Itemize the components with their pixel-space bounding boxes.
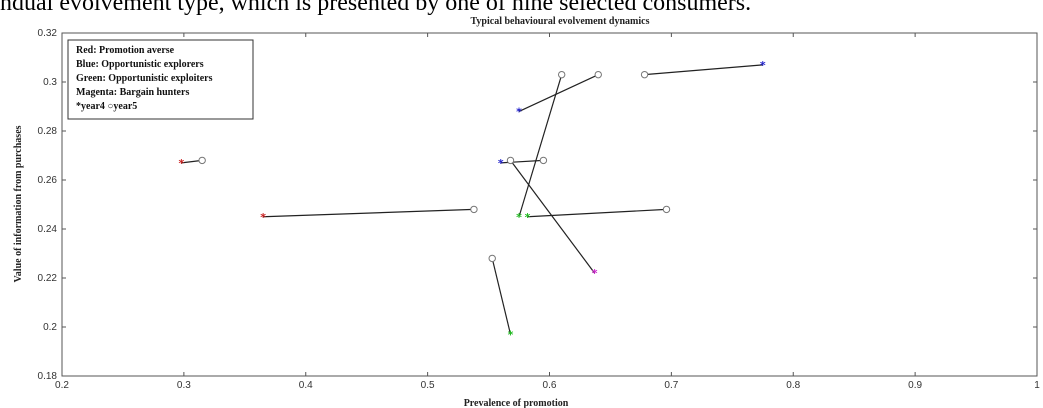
- blue-year4-point: *: [498, 157, 504, 170]
- green-trajectory-line: [491, 258, 512, 335]
- magenta-trajectory-line: [510, 160, 596, 274]
- blue-trajectory-line: [518, 74, 599, 112]
- legend-line: *year4 ○year5: [76, 101, 137, 112]
- red-trajectory-line: [263, 208, 474, 218]
- green-year5-point: [557, 70, 566, 79]
- y-tick-label: 0.24: [38, 224, 58, 235]
- axis-ticks: 0.2 0.3 0.4 0.5 0.6 0.7 0.8 0.9 10.180.20.220.24…: [38, 28, 1041, 391]
- magenta-year5-point: [506, 156, 515, 165]
- green-trajectory-line: [518, 74, 563, 217]
- x-tick-label: 0.3: [177, 380, 191, 391]
- x-tick-label: 0.7: [664, 380, 678, 391]
- red-year5-point: [470, 205, 478, 214]
- x-tick-label: 0.2: [55, 380, 69, 391]
- x-tick-label: 0.9: [908, 380, 922, 391]
- x-tick-label: 1: [1034, 380, 1040, 391]
- legend-line: Blue: Opportunistic explorers: [76, 59, 204, 70]
- chart-title: Typical behavioural evolvement dynamics: [471, 16, 650, 27]
- blue-year4-point: *: [516, 105, 522, 118]
- x-tick-label: 0.5: [421, 380, 435, 391]
- legend-line: Green: Opportunistic exploiters: [76, 73, 213, 84]
- y-tick-label: 0.26: [38, 175, 58, 186]
- x-axis-label: Prevalence of promotion: [464, 398, 569, 408]
- magenta-year4-point: *: [592, 267, 598, 280]
- y-tick-label: 0.32: [38, 28, 58, 39]
- y-tick-label: 0.3: [43, 77, 57, 88]
- legend-line: Magenta: Bargain hunters: [76, 87, 189, 98]
- green-year4-point: *: [525, 211, 531, 224]
- y-axis-label: Value of information from purchases: [13, 125, 24, 282]
- y-tick-label: 0.28: [38, 126, 58, 137]
- blue-year5-point: [640, 70, 649, 79]
- y-tick-label: 0.18: [38, 371, 58, 382]
- y-tick-label: 0.2: [43, 322, 57, 333]
- red-year4-point: *: [260, 211, 266, 224]
- legend-line: Red: Promotion averse: [76, 45, 175, 56]
- green-year5-point: [488, 254, 496, 263]
- y-tick-label: 0.22: [38, 273, 58, 284]
- blue-year5-point: [594, 70, 602, 79]
- green-year4-point: *: [516, 211, 522, 224]
- red-year4-point: *: [179, 157, 185, 170]
- blue-year5-point: [539, 156, 548, 165]
- green-year4-point: *: [508, 328, 514, 341]
- legend: Red: Promotion averse Blue: Opportunisti…: [67, 39, 254, 120]
- figure-caption-fragment: ndual evolvement type, which is presente…: [0, 0, 752, 15]
- x-tick-label: 0.8: [786, 380, 800, 391]
- chart-marks: ****** ***: [179, 59, 766, 342]
- x-tick-label: 0.4: [299, 380, 313, 391]
- legend-box: [67, 39, 254, 120]
- green-trajectory-line: [527, 208, 667, 218]
- blue-trajectory-line: [644, 64, 763, 76]
- blue-year4-point: *: [760, 59, 766, 72]
- x-tick-label: 0.6: [543, 380, 557, 391]
- red-year5-point: [198, 156, 206, 165]
- green-year5-point: [662, 205, 671, 214]
